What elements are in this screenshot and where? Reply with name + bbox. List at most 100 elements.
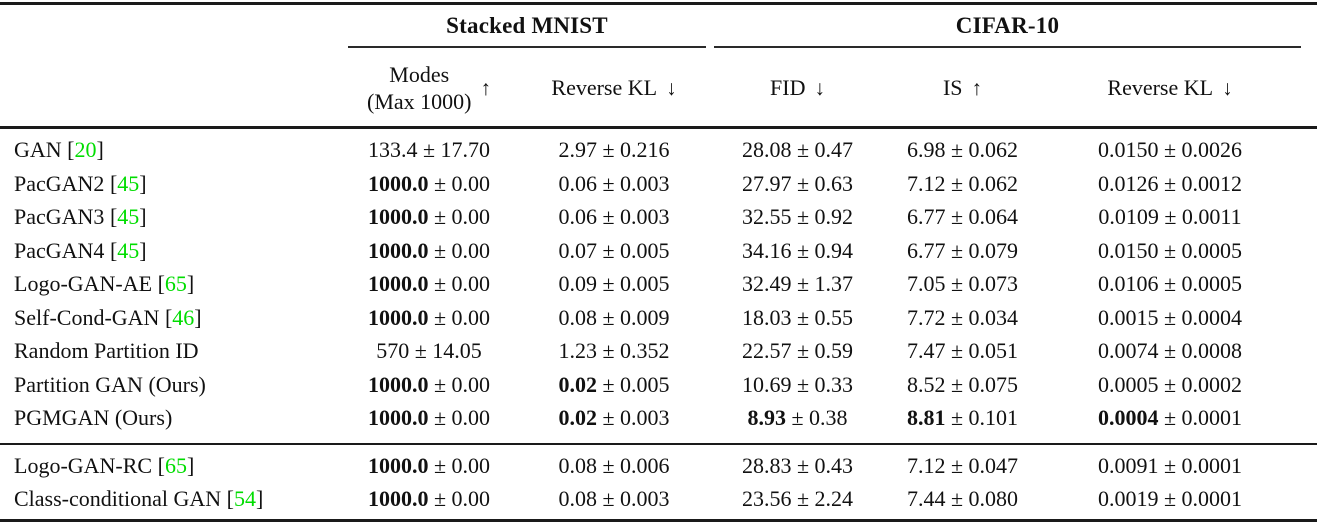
metric-value: 1000.0 ± 0.00: [367, 271, 491, 296]
method-name: PacGAN2 [45]: [14, 170, 147, 196]
group-header-row: Stacked MNIST CIFAR-10: [0, 8, 1317, 44]
metric-value: 1000.0 ± 0.00: [367, 170, 491, 196]
metric-value: 34.16 ± 0.94: [741, 237, 854, 263]
method-name: GAN [20]: [14, 137, 104, 162]
metric-value: 23.56 ± 2.24: [741, 486, 854, 511]
metric-value: 0.08 ± 0.009: [558, 304, 670, 330]
method-name: Partition GAN (Ours): [14, 371, 206, 397]
citation-link[interactable]: 65: [164, 271, 187, 296]
metric-value: 6.77 ± 0.064: [906, 204, 1019, 229]
metric-value: 1000.0 ± 0.00: [367, 405, 491, 430]
metric-value: 0.0150 ± 0.0005: [1097, 237, 1243, 263]
citation-link[interactable]: 45: [117, 204, 140, 229]
metric-value: 8.52 ± 0.075: [906, 371, 1019, 397]
metric-value: 0.06 ± 0.003: [558, 170, 670, 196]
header-rule: [0, 126, 1317, 129]
top-rule: [0, 2, 1317, 5]
table-row: Random Partition ID 570 ± 14.05 1.23 ± 0.3…: [0, 334, 1300, 368]
citation-link[interactable]: 45: [117, 237, 140, 263]
metric-value: 1.23 ± 0.352: [558, 338, 670, 363]
metric-value: 28.83 ± 0.43: [741, 453, 854, 478]
column-header-is: IS ↑: [942, 75, 983, 100]
metric-value: 6.77 ± 0.079: [906, 237, 1019, 263]
metric-value: 1000.0 ± 0.00: [367, 237, 491, 263]
citation-link[interactable]: 46: [172, 304, 195, 330]
table-row: PGMGAN (Ours) 1000.0 ± 0.00 0.02 ± 0.003 8.…: [0, 401, 1300, 435]
metric-value: 2.97 ± 0.216: [558, 137, 670, 162]
metric-value: 0.0109 ± 0.0011: [1098, 204, 1242, 229]
table-section-supervised: Logo-GAN-RC [65] 1000.0 ± 0.00 0.08 ± 0.00…: [0, 449, 1300, 515]
metric-value: 0.09 ± 0.005: [558, 271, 670, 296]
stacked-mnist-underline: [348, 46, 706, 48]
metric-value: 32.49 ± 1.37: [741, 271, 854, 296]
up-arrow-icon: ↑: [480, 75, 491, 100]
metric-value: 0.0074 ± 0.0008: [1097, 338, 1243, 363]
citation-link[interactable]: 20: [74, 137, 97, 162]
metric-value: 0.0004 ± 0.0001: [1097, 405, 1243, 430]
bottom-rule: [0, 519, 1317, 522]
metric-value: 8.81 ± 0.101: [906, 405, 1019, 430]
method-name: Logo-GAN-RC [65]: [14, 453, 195, 478]
up-arrow-icon: ↑: [971, 75, 983, 100]
metric-value: 32.55 ± 0.92: [741, 204, 854, 229]
table-row: Self-Cond-GAN [46] 1000.0 ± 0.00 0.08 ± 0.…: [0, 301, 1300, 335]
cifar10-underline: [714, 46, 1301, 48]
metric-value: 0.0106 ± 0.0005: [1097, 271, 1243, 296]
modes-label: Modes (Max 1000): [367, 61, 472, 115]
metric-value: 22.57 ± 0.59: [741, 338, 854, 363]
table-row: PacGAN3 [45] 1000.0 ± 0.00 0.06 ± 0.003 32.…: [0, 200, 1300, 234]
metric-value: 28.08 ± 0.47: [741, 137, 854, 162]
metric-value: 7.72 ± 0.034: [906, 304, 1019, 330]
metric-value: 0.06 ± 0.003: [558, 204, 670, 229]
method-name: Class-conditional GAN [54]: [14, 486, 264, 511]
group-header-stacked-mnist: Stacked MNIST: [446, 13, 608, 38]
metric-value: 1000.0 ± 0.00: [367, 371, 491, 397]
metric-value: 7.12 ± 0.047: [906, 453, 1019, 478]
metric-value: 0.0005 ± 0.0002: [1097, 371, 1243, 397]
metric-value: 0.08 ± 0.006: [558, 453, 670, 478]
table-row: Class-conditional GAN [54] 1000.0 ± 0.00 0…: [0, 482, 1300, 515]
down-arrow-icon: ↓: [814, 75, 825, 100]
table-row: Logo-GAN-RC [65] 1000.0 ± 0.00 0.08 ± 0.00…: [0, 449, 1300, 482]
metric-value: 0.07 ± 0.005: [558, 237, 670, 263]
column-header-row: Modes (Max 1000) ↑ Reverse KL ↓ FID ↓ IS…: [0, 50, 1300, 126]
method-name: Self-Cond-GAN [46]: [14, 304, 202, 330]
metric-value: 0.0091 ± 0.0001: [1097, 453, 1243, 478]
column-header-reverse-kl-cifar: Reverse KL ↓: [1107, 75, 1233, 100]
metric-value: 6.98 ± 0.062: [906, 137, 1019, 162]
metric-value: 0.0019 ± 0.0001: [1097, 486, 1243, 511]
group-header-cifar10: CIFAR-10: [955, 13, 1060, 38]
table-row: Partition GAN (Ours) 1000.0 ± 0.00 0.02 ± …: [0, 368, 1300, 402]
citation-link[interactable]: 54: [233, 486, 256, 511]
metric-value: 7.44 ± 0.080: [906, 486, 1019, 511]
metric-value: 0.02 ± 0.005: [558, 371, 670, 397]
column-header-fid: FID ↓: [770, 75, 825, 100]
method-name: Random Partition ID: [14, 338, 199, 363]
metric-value: 27.97 ± 0.63: [741, 170, 854, 196]
citation-link[interactable]: 65: [164, 453, 187, 478]
metric-value: 0.02 ± 0.003: [558, 405, 670, 430]
method-name: PacGAN4 [45]: [14, 237, 147, 263]
metric-value: 1000.0 ± 0.00: [367, 204, 491, 229]
table-row: GAN [20] 133.4 ± 17.70 2.97 ± 0.216 28.08 ±…: [0, 133, 1300, 167]
table-row: Logo-GAN-AE [65] 1000.0 ± 0.00 0.09 ± 0.00…: [0, 267, 1300, 301]
metric-value: 1000.0 ± 0.00: [367, 304, 491, 330]
metric-value: 0.08 ± 0.003: [558, 486, 670, 511]
method-name: PacGAN3 [45]: [14, 204, 147, 229]
metric-value: 0.0126 ± 0.0012: [1097, 170, 1243, 196]
down-arrow-icon: ↓: [666, 75, 677, 100]
metric-value: 18.03 ± 0.55: [741, 304, 854, 330]
metric-value: 7.12 ± 0.062: [906, 170, 1019, 196]
method-name: PGMGAN (Ours): [14, 405, 173, 430]
metric-value: 8.93 ± 0.38: [747, 405, 848, 430]
metric-value: 1000.0 ± 0.00: [367, 453, 491, 478]
metric-value: 7.05 ± 0.073: [906, 271, 1019, 296]
column-header-reverse-kl-mnist: Reverse KL ↓: [551, 75, 677, 100]
citation-link[interactable]: 45: [117, 170, 140, 196]
metric-value: 133.4 ± 17.70: [367, 137, 491, 162]
column-header-modes: Modes (Max 1000) ↑: [340, 61, 518, 116]
metric-value: 10.69 ± 0.33: [741, 371, 854, 397]
metric-value: 0.0015 ± 0.0004: [1097, 304, 1243, 330]
metric-value: 7.47 ± 0.051: [906, 338, 1019, 363]
